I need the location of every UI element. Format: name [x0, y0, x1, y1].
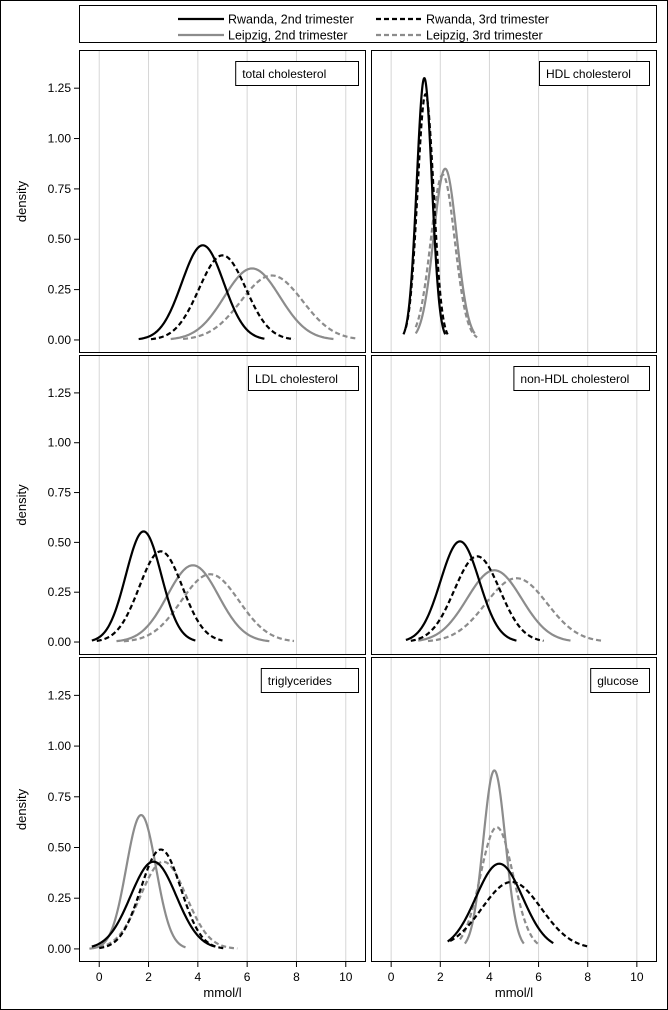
series-line-r2 — [447, 862, 554, 945]
x-axis-title: mmol/l — [495, 985, 533, 1000]
series-line-l3 — [414, 173, 478, 339]
panel-title: HDL cholesterol — [546, 67, 631, 81]
series-line-r3 — [449, 880, 588, 948]
panel-title-frame — [260, 668, 359, 693]
series-line-r3 — [99, 848, 226, 950]
panel-title-frame — [539, 61, 650, 86]
series-line-l2 — [418, 569, 571, 642]
panel-title: LDL cholesterol — [255, 372, 338, 386]
panel-title: non-HDL cholesterol — [520, 372, 629, 386]
panel-non-hdl-cholesterol: non-HDL cholesterol — [371, 355, 657, 655]
legend-item-l3: Leipzig, 3rd trimester — [376, 29, 543, 43]
y-tick-label: 1.25 — [48, 688, 72, 702]
panel-triglycerides: triglycerides 0.00 0.25 0.50 0.75 1.00 1.25 den… — [14, 657, 366, 1000]
panel-frame — [79, 50, 366, 353]
y-axis-title: density — [14, 180, 29, 222]
x-tick-label: 0 — [96, 970, 103, 984]
panel-title-frame — [235, 61, 359, 86]
panel-title-box: triglycerides — [260, 668, 359, 693]
y-tick-label: 0.75 — [48, 486, 72, 500]
panel-title: triglycerides — [268, 674, 332, 688]
panel-title-box: LDL cholesterol — [248, 366, 359, 391]
series-line-r3 — [150, 254, 295, 341]
legend-label-l3: Leipzig, 3rd trimester — [426, 29, 543, 43]
series-line-l2 — [170, 267, 334, 341]
panel-title-frame — [513, 366, 651, 391]
legend-label-r2: Rwanda, 2nd trimester — [228, 13, 354, 27]
series-line-l2 — [116, 564, 270, 643]
x-tick-label: 10 — [339, 970, 353, 984]
panel-title-frame — [590, 668, 651, 693]
legend-box — [79, 5, 657, 43]
y-tick-label: 0.25 — [48, 891, 72, 905]
x-tick-label: 8 — [293, 970, 300, 984]
legend-label-r3: Rwanda, 3rd trimester — [426, 13, 549, 27]
series-line-l2 — [463, 769, 525, 945]
y-tick-label: 0.00 — [48, 942, 72, 956]
series-line-r2 — [402, 77, 447, 335]
legend-item-r3: Rwanda, 3rd trimester — [376, 13, 549, 27]
y-tick-label: 0.50 — [48, 535, 72, 549]
x-tick-label: 6 — [244, 970, 251, 984]
panel-hdl-cholesterol: HDL cholesterol — [371, 50, 657, 353]
panel-title: glucose — [597, 674, 639, 688]
x-tick-label: 4 — [195, 970, 202, 984]
panel-title-frame — [248, 366, 359, 391]
series-line-r3 — [410, 555, 544, 642]
panel-frame — [371, 355, 657, 655]
y-tick-label: 1.25 — [48, 81, 72, 95]
legend: Rwanda, 2nd trimester Rwanda, 3rd trimest… — [79, 5, 657, 43]
x-axis-title: mmol/l — [203, 985, 241, 1000]
y-tick-label: 0.50 — [48, 232, 72, 246]
legend-label-l2: Leipzig, 2nd trimester — [228, 29, 348, 43]
series-line-r2 — [405, 540, 517, 642]
panel-ldl-cholesterol: LDL cholesterol 0.00 0.25 0.50 0.75 1.00 1.25 d… — [14, 355, 366, 655]
y-tick-label: 0.25 — [48, 283, 72, 297]
panel-frame — [79, 355, 366, 655]
y-axis-title: density — [14, 788, 29, 830]
series-line-r3 — [96, 550, 223, 642]
panel-title-box: total cholesterol — [235, 61, 359, 86]
legend-item-r2: Rwanda, 2nd trimester — [178, 13, 354, 27]
panel-frame — [79, 657, 366, 962]
series-line-l2 — [88, 813, 186, 950]
y-tick-label: 1.25 — [48, 386, 72, 400]
x-tick-label: 2 — [437, 970, 444, 984]
y-tick-label: 0.00 — [48, 635, 72, 649]
series-line-l3 — [98, 860, 238, 950]
x-tick-label: 0 — [388, 970, 395, 984]
y-tick-label: 0.50 — [48, 840, 72, 854]
y-tick-label: 1.00 — [48, 132, 72, 146]
series-line-r2 — [138, 244, 265, 341]
y-axis-title: density — [14, 484, 29, 526]
panel-frame — [371, 657, 657, 962]
series-line-l2 — [414, 167, 476, 335]
panel-title-box: HDL cholesterol — [539, 61, 650, 86]
y-tick-label: 0.75 — [48, 790, 72, 804]
x-tick-label: 2 — [145, 970, 152, 984]
x-tick-label: 8 — [584, 970, 591, 984]
panel-frame — [371, 50, 657, 353]
x-tick-label: 6 — [535, 970, 542, 984]
panel-title: total cholesterol — [242, 67, 326, 81]
y-tick-label: 1.00 — [48, 436, 72, 450]
y-tick-label: 0.25 — [48, 585, 72, 599]
panel-title-box: glucose — [590, 668, 651, 693]
series-line-l3 — [182, 274, 359, 341]
series-line-r2 — [91, 530, 196, 642]
panel-glucose: glucose 0 2 4 6 8 10 mmol/l — [371, 657, 657, 1000]
series-line-r2 — [91, 860, 216, 948]
panel-total-cholesterol: total cholesterol 0.00 0.25 0.50 0.75 1.00 1.2… — [14, 50, 366, 353]
y-tick-label: 0.00 — [48, 333, 72, 347]
series-line-l3 — [123, 573, 295, 643]
x-tick-label: 4 — [486, 970, 493, 984]
legend-item-l2: Leipzig, 2nd trimester — [178, 29, 348, 43]
panel-title-box: non-HDL cholesterol — [513, 366, 651, 391]
series-line-l3 — [459, 826, 540, 946]
x-tick-label: 10 — [630, 970, 644, 984]
y-tick-label: 1.00 — [48, 739, 72, 753]
y-tick-label: 0.75 — [48, 182, 72, 196]
